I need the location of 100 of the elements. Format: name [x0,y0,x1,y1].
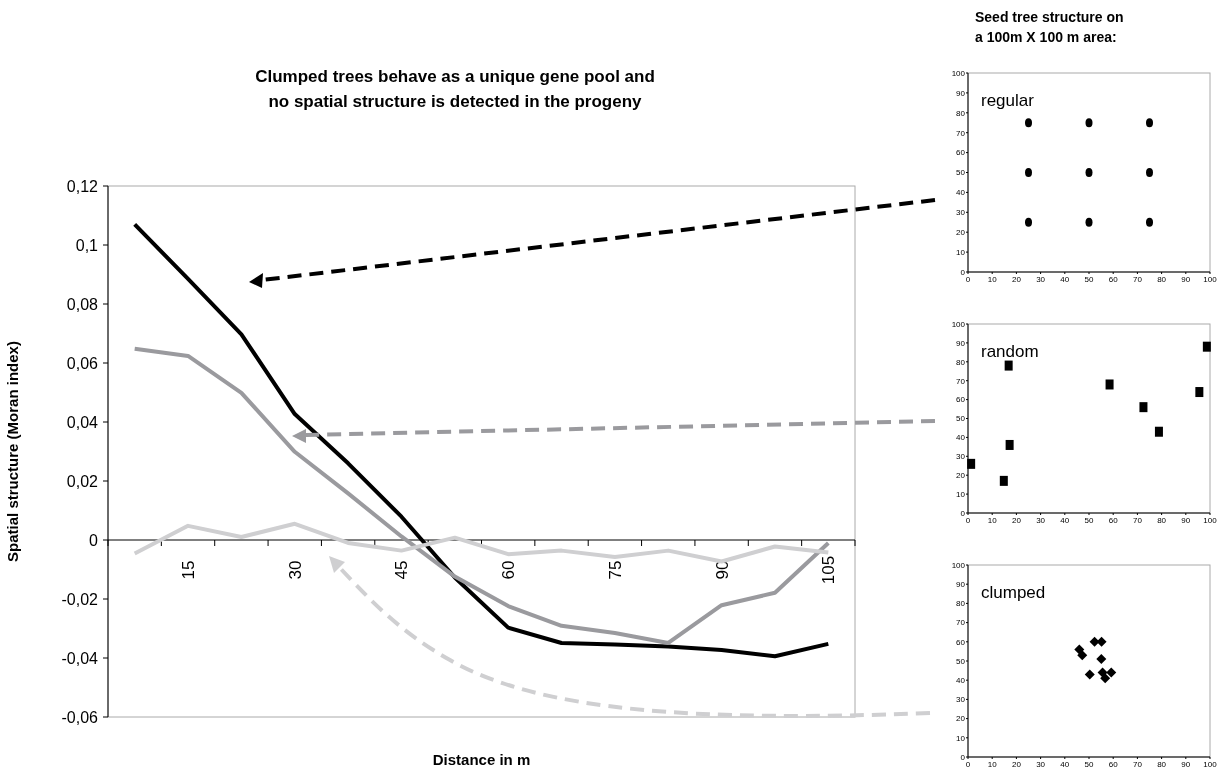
x-tick-label: 60 [1108,275,1119,284]
y-tick-label: 20 [956,471,966,480]
x-tick-label: 70 [1132,516,1143,525]
y-tick-label: 90 [956,580,966,589]
point [1146,118,1153,128]
x-tick-label: 30 [285,560,305,580]
y-tick-label: 70 [956,618,966,628]
x-tick-label: 80 [1157,516,1167,525]
y-tick-label: 30 [956,452,966,462]
y-tick-label: 0 [89,531,99,549]
x-tick-label: 15 [178,560,198,580]
y-tick-label: 30 [956,208,966,218]
x-tick-label: 100 [1203,760,1218,769]
annotation: random [981,342,1039,361]
x-tick-label: 60 [1108,760,1119,769]
y-tick-label: 20 [956,714,966,724]
y-tick-label: 40 [956,188,966,198]
point [1202,341,1211,352]
y-tick-label: 60 [956,148,966,158]
point [1146,168,1153,177]
y-tick-label: 100 [951,68,966,78]
x-tick-label: 20 [1011,760,1022,769]
x-tick-label: 20 [1011,275,1022,284]
point [1146,217,1153,227]
y-tick-label: 30 [956,695,966,705]
point [1025,168,1032,177]
y-tick-label: 70 [956,376,966,386]
y-tick-label: 0 [960,752,966,762]
x-tick-label: 90 [1181,760,1191,769]
x-tick-label: 70 [1132,275,1143,284]
y-axis-title: Spatial structure (Moran index) [4,341,21,562]
point [999,475,1008,486]
y-tick-label: 60 [956,395,966,405]
x-tick-label: 105 [819,555,839,585]
y-tick-label: -0,02 [61,590,99,608]
y-tick-label: -0,06 [61,708,99,726]
y-tick-label: 40 [956,676,966,685]
x-tick-label: 30 [1036,275,1046,284]
y-tick-label: 0,04 [66,413,99,431]
point [1106,667,1117,678]
x-tick-label: 40 [1060,516,1070,525]
x-tick-label: 20 [1011,516,1022,525]
y-tick-label: 0 [960,267,966,277]
y-tick-label: 80 [956,357,966,367]
annotation: clumped [981,583,1046,602]
y-tick-label: 40 [956,433,966,443]
y-tick-label: -0,04 [61,649,99,667]
y-tick-label: 0,1 [75,236,99,254]
point [1004,360,1013,371]
point [1005,439,1014,450]
x-tick-label: 30 [1036,516,1046,525]
x-tick-label: 10 [987,516,998,525]
point [1139,402,1148,413]
point [1077,650,1088,661]
x-tick-label: 30 [1036,760,1046,769]
y-tick-label: 0,08 [66,295,99,313]
x-tick-label: 10 [987,275,998,284]
y-tick-label: 0,02 [66,472,99,490]
x-tick-label: 70 [1132,760,1143,769]
y-tick-label: 100 [951,319,966,329]
point [1025,217,1032,227]
x-tick-label: 80 [1157,275,1167,284]
x-tick-label: 100 [1203,516,1218,525]
chart-title: Clumped trees behave as a unique gene pool and no spatial structure is detected in the progeny [255,67,655,111]
y-tick-label: 0,06 [66,354,99,372]
y-tick-label: 0 [960,508,966,518]
point [1085,217,1093,227]
y-tick-label: 80 [956,108,966,118]
x-tick-label: 40 [1060,275,1070,284]
point [1025,118,1032,128]
y-tick-label: 20 [956,228,966,237]
x-tick-label: 50 [1084,516,1094,525]
x-tick-label: 10 [987,760,998,769]
y-tick-label: 60 [956,637,966,647]
y-tick-label: 10 [956,733,966,743]
x-axis-title: Distance in m [432,751,531,768]
y-tick-label: 50 [956,414,966,424]
x-tick-label: 40 [1060,760,1070,769]
point [1100,673,1111,684]
point [1105,379,1114,390]
x-tick-label: 90 [1181,516,1191,525]
point [1085,168,1093,177]
y-tick-label: 90 [956,88,966,98]
y-tick-label: 50 [956,656,966,666]
point [1195,387,1204,398]
x-tick-label: 60 [499,560,519,580]
x-tick-label: 50 [1084,760,1094,769]
y-tick-label: 50 [956,168,966,178]
x-tick-label: 60 [1108,516,1119,525]
y-tick-label: 90 [956,338,966,348]
x-tick-label: 80 [1157,760,1167,769]
x-tick-label: 90 [1181,275,1191,284]
point [1084,669,1095,680]
x-tick-label: 45 [392,560,412,580]
chart-title: Seed tree structure on a 100m X 100 m area: [975,9,1124,45]
x-tick-label: 75 [605,560,625,580]
annotation: regular [981,91,1035,110]
point [1085,118,1093,128]
y-tick-label: 10 [956,489,966,499]
y-tick-label: 0,12 [66,177,99,195]
